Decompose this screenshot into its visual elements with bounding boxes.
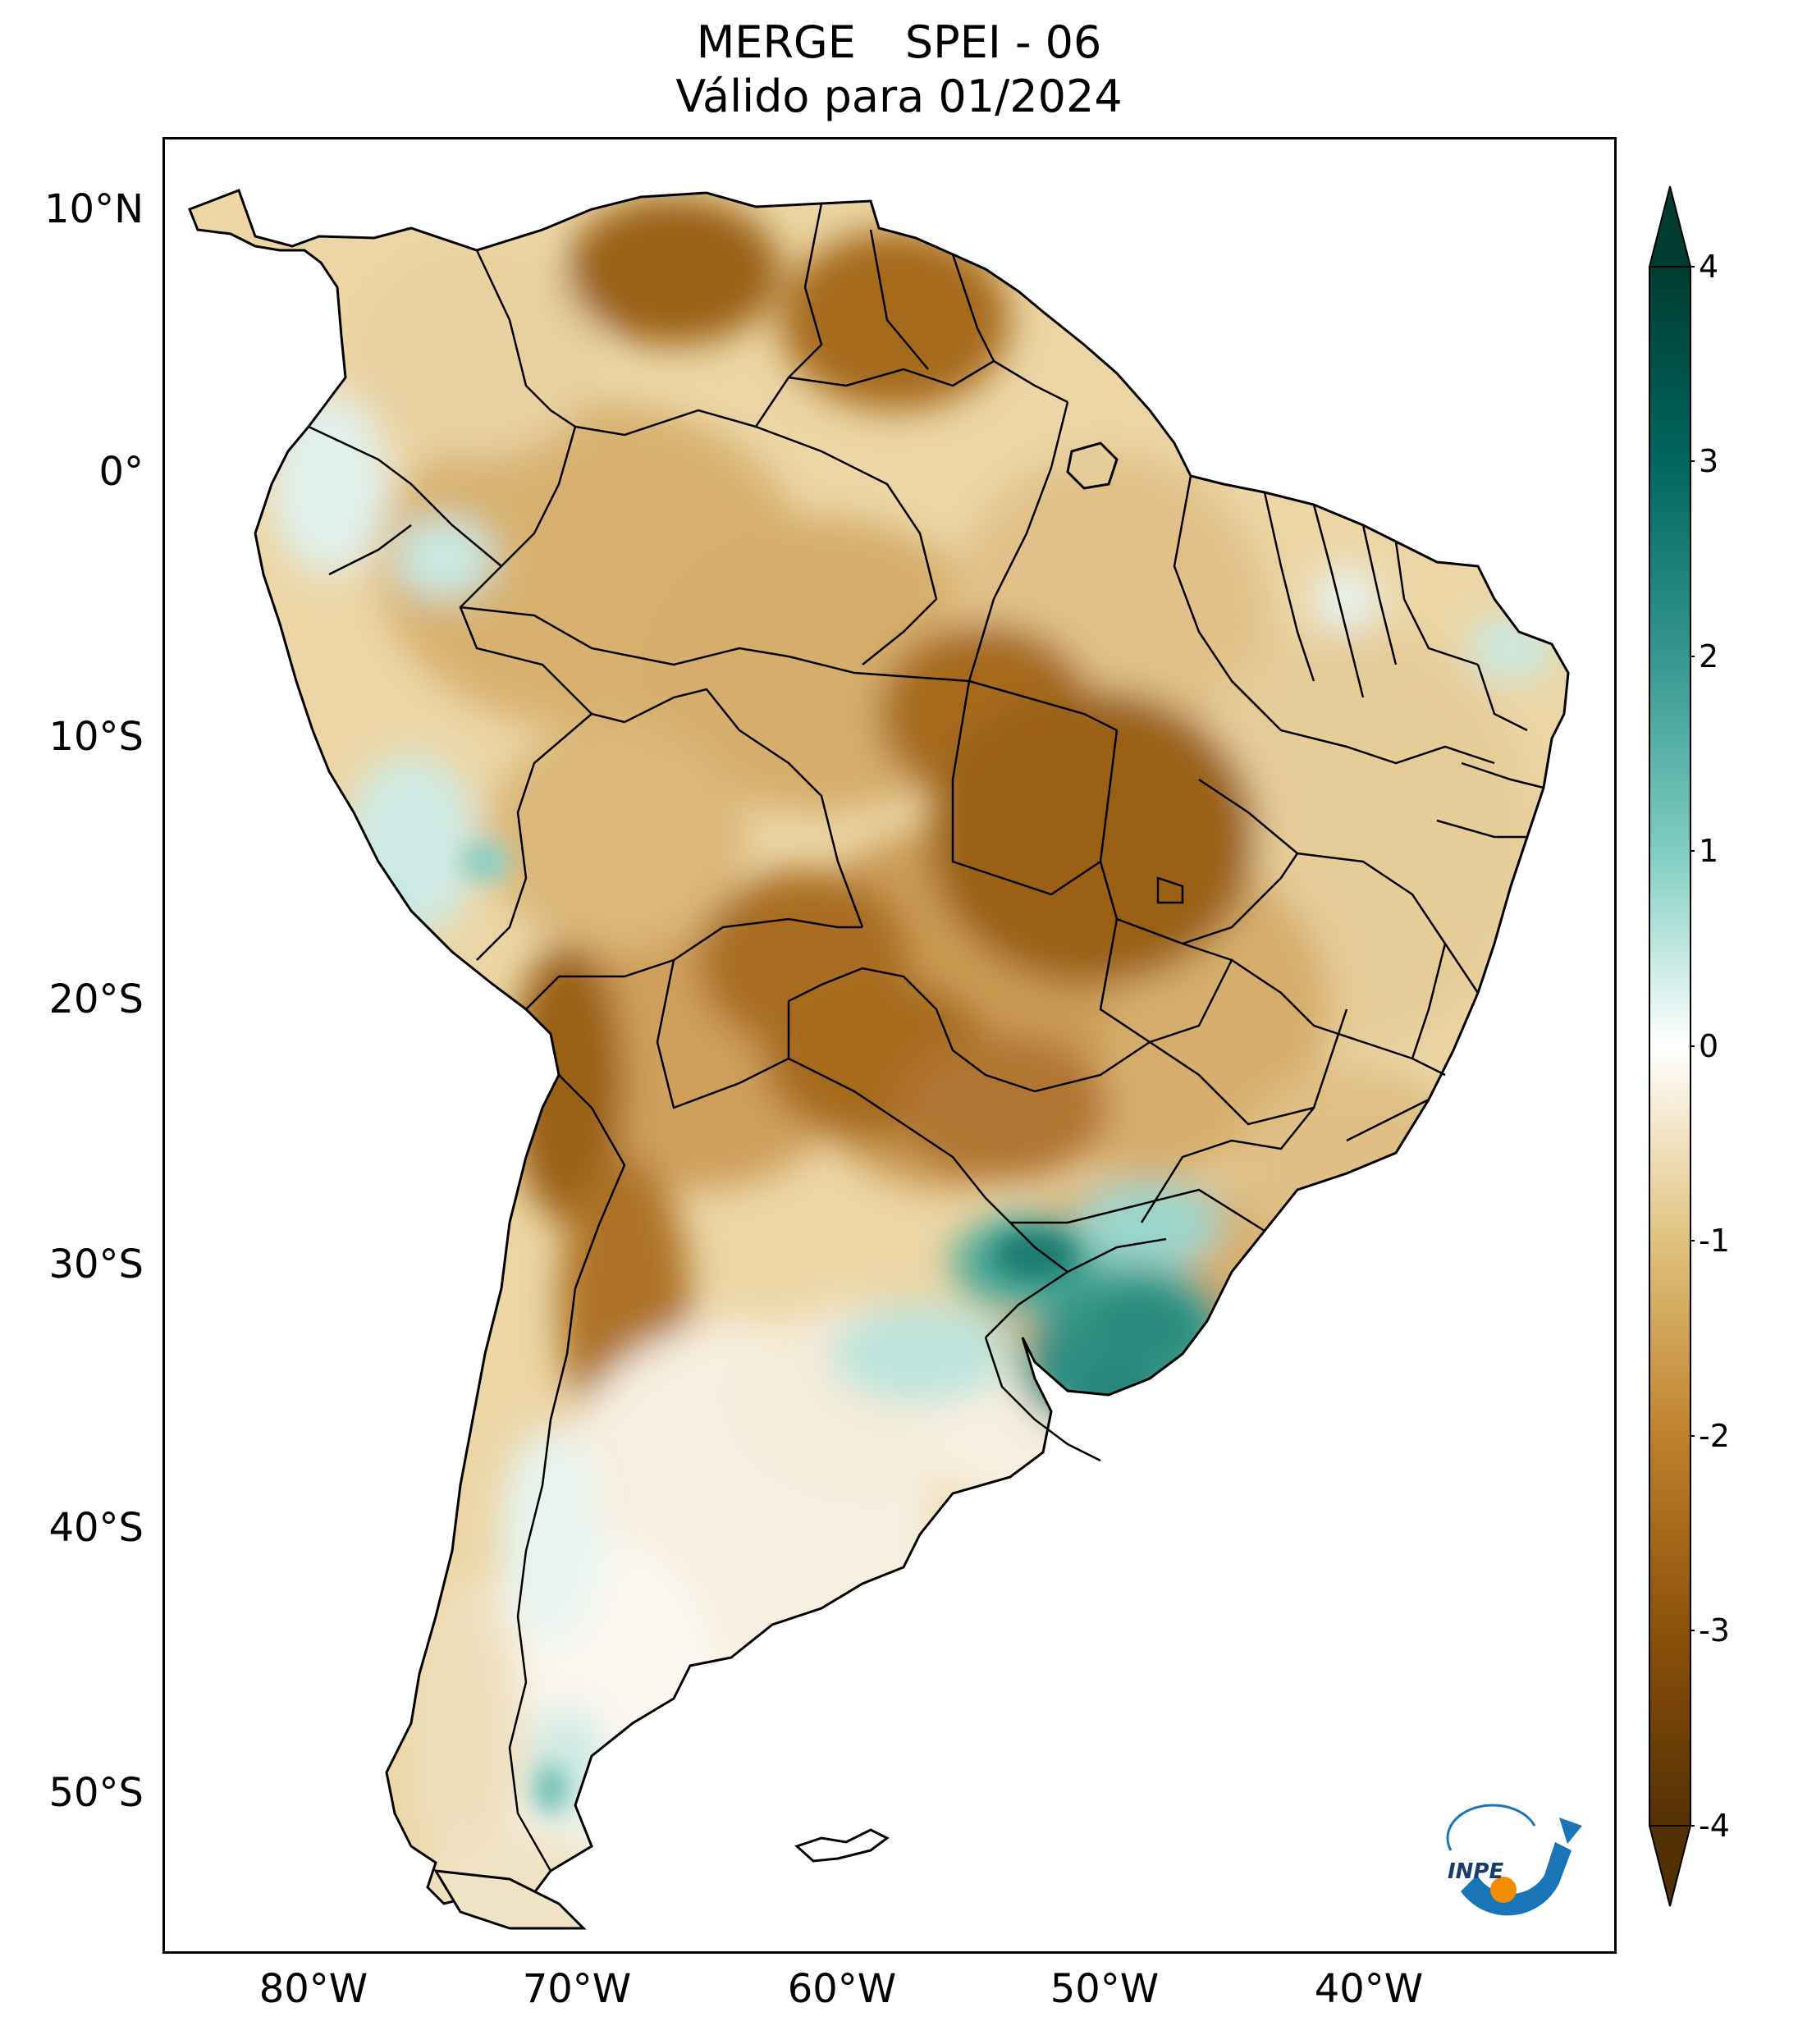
lat-label-10s: 10°S: [48, 714, 144, 760]
lat-label-50s: 50°S: [48, 1770, 144, 1816]
coastline: [188, 189, 1570, 1930]
colorbar-tick-neg4: -4: [1699, 1808, 1730, 1844]
map-title: MERGE SPEI - 06: [0, 18, 1798, 67]
lon-label-60w: 60°W: [787, 1966, 897, 2012]
inpe-logo: INPE: [1446, 1804, 1582, 1916]
colorbar-tick-0: 0: [1699, 1028, 1719, 1064]
colorbar-tick-4: 4: [1699, 249, 1719, 285]
colorbar-tick-1: 1: [1699, 833, 1719, 869]
lat-label-30s: 30°S: [48, 1241, 144, 1287]
lon-label-80w: 80°W: [258, 1966, 368, 2012]
logo-dot-icon: [1490, 1877, 1517, 1903]
colorbar-tick-2: 2: [1699, 638, 1719, 674]
logo-arc-icon: [1461, 1842, 1572, 1916]
colorbar-extend-top: [1648, 185, 1692, 268]
colorbar-tick-3: 3: [1699, 443, 1719, 479]
colorbar-tick-neg2: -2: [1699, 1418, 1730, 1454]
colorbar-tick-neg3: -3: [1699, 1612, 1730, 1648]
colorbar-extend-bottom: [1648, 1825, 1692, 1907]
colorbar-tick-neg1: -1: [1699, 1223, 1730, 1259]
lat-label-0: 0°: [98, 449, 144, 495]
lon-label-50w: 50°W: [1050, 1966, 1160, 2012]
title-dataset: MERGE: [696, 16, 856, 68]
colorbar-ticks: [1690, 266, 1695, 1827]
lat-label-10n: 10°N: [44, 186, 144, 232]
lat-label-40s: 40°S: [48, 1505, 144, 1551]
colorbar-body: [1649, 266, 1691, 1827]
map-subtitle: Válido para 01/2024: [675, 71, 1123, 122]
spei-map[interactable]: [165, 139, 1614, 1951]
logo-orbit-icon: [1446, 1804, 1536, 1851]
lon-label-70w: 70°W: [522, 1966, 632, 2012]
political-borders: [308, 203, 1544, 1872]
lat-label-20s: 20°S: [48, 976, 144, 1022]
logo-arrow-icon: [1559, 1818, 1582, 1844]
map-panel[interactable]: [162, 137, 1617, 1954]
colorbar: [1648, 185, 1695, 1907]
lon-label-40w: 40°W: [1314, 1966, 1424, 2012]
title-index: SPEI - 06: [904, 16, 1102, 68]
logo-text: INPE: [1448, 1859, 1503, 1884]
